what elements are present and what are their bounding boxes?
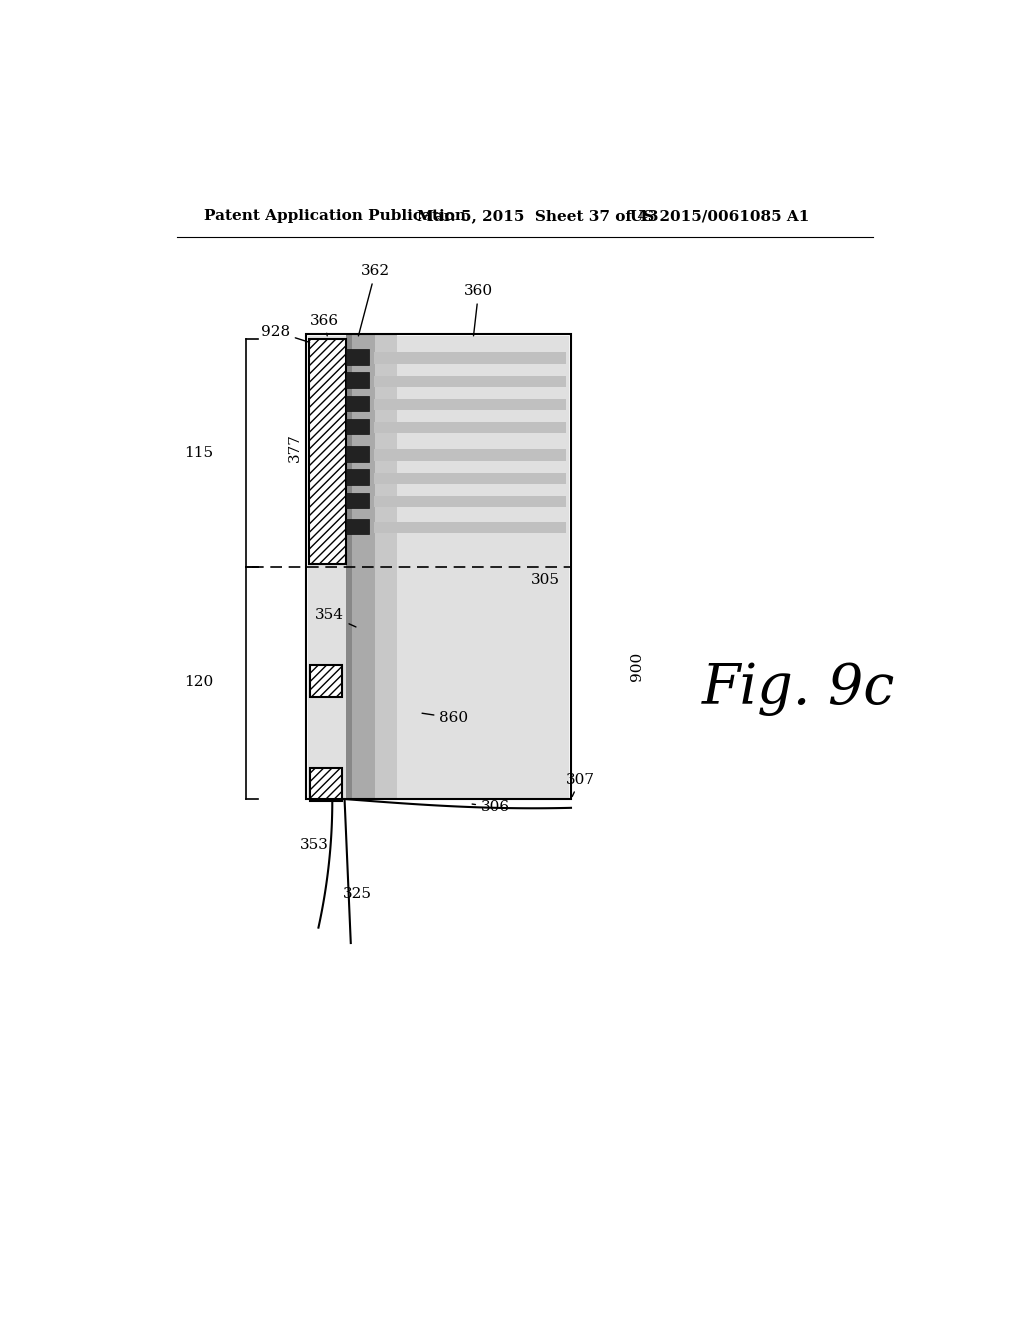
Text: 900: 900 — [630, 652, 643, 681]
Text: 306: 306 — [472, 800, 510, 814]
Text: 305: 305 — [531, 573, 560, 587]
Bar — [309, 339, 346, 564]
Bar — [346, 519, 370, 535]
Bar — [376, 334, 397, 799]
Bar — [346, 396, 370, 411]
Bar — [306, 334, 571, 799]
Bar — [352, 334, 376, 799]
Text: Fig. 9c: Fig. 9c — [701, 661, 895, 715]
Bar — [374, 521, 565, 533]
Text: 120: 120 — [183, 675, 213, 689]
Bar — [310, 665, 342, 697]
Bar — [346, 350, 370, 364]
Bar — [374, 473, 565, 484]
Text: 353: 353 — [299, 838, 329, 853]
Bar — [346, 446, 370, 462]
Text: Mar. 5, 2015  Sheet 37 of 43: Mar. 5, 2015 Sheet 37 of 43 — [417, 209, 658, 223]
Text: Patent Application Publication: Patent Application Publication — [204, 209, 466, 223]
Bar — [346, 334, 352, 799]
Bar — [307, 335, 569, 797]
Text: US 2015/0061085 A1: US 2015/0061085 A1 — [630, 209, 809, 223]
Bar — [346, 372, 370, 388]
Bar — [346, 492, 370, 508]
Text: 366: 366 — [310, 314, 339, 335]
Bar — [346, 470, 370, 484]
Text: 860: 860 — [422, 711, 469, 725]
Bar — [374, 496, 565, 507]
Bar — [374, 352, 565, 364]
Text: 325: 325 — [342, 887, 372, 900]
Text: 115: 115 — [183, 446, 213, 459]
Bar — [374, 376, 565, 387]
Text: 307: 307 — [565, 772, 595, 796]
Text: 362: 362 — [358, 264, 390, 335]
Text: 928: 928 — [261, 325, 309, 342]
Bar — [374, 422, 565, 433]
Bar — [374, 449, 565, 461]
Bar — [310, 768, 342, 800]
Bar — [346, 418, 370, 434]
Bar — [306, 334, 571, 799]
Text: 354: 354 — [314, 609, 356, 627]
Bar — [374, 399, 565, 411]
Text: 377: 377 — [289, 433, 302, 462]
Text: 360: 360 — [464, 285, 494, 335]
